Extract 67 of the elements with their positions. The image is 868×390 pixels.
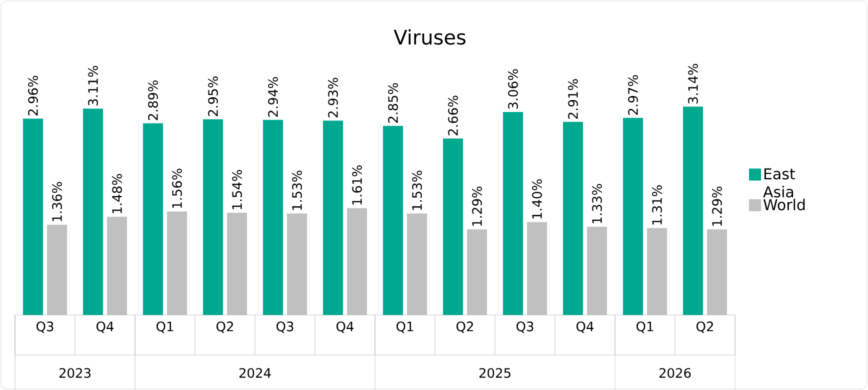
bar: [443, 138, 464, 315]
data-label: 1.53%: [292, 170, 302, 210]
text: 2025: [479, 368, 510, 378]
bar: [323, 120, 344, 315]
bar: [107, 216, 128, 315]
data-label: 3.06%: [508, 69, 518, 109]
legend-label: East Asia: [763, 168, 796, 198]
data-label: 2.89%: [148, 80, 158, 120]
bar: [23, 118, 44, 315]
data-label: 2.94%: [268, 77, 278, 117]
data-label: 1.29%: [472, 186, 482, 226]
bar: [623, 118, 643, 315]
text: 2023: [59, 368, 90, 378]
text: 2024: [239, 368, 271, 378]
chart-title: Viruses: [394, 29, 466, 45]
data-label: 2.93%: [328, 78, 338, 118]
data-label: 2.95%: [208, 76, 218, 116]
bar: [143, 123, 164, 315]
data-label: 1.61%: [352, 165, 362, 205]
data-label: 1.31%: [652, 185, 662, 224]
data-label: 3.11%: [88, 66, 98, 106]
x-tick-label: Q4: [336, 322, 354, 333]
data-label: 2.96%: [28, 76, 38, 116]
x-tick-label: Q1: [636, 322, 654, 333]
data-label: 1.36%: [52, 182, 62, 222]
data-label: 2.66%: [448, 96, 458, 136]
bar: [563, 122, 583, 315]
data-label: 1.53%: [412, 170, 422, 210]
data-label: 1.40%: [532, 179, 542, 218]
bar: [227, 212, 248, 315]
data-label: 2.91%: [568, 79, 578, 119]
bar: [83, 108, 104, 315]
data-label: 3.14%: [688, 64, 698, 104]
data-label: 2.85%: [388, 83, 398, 123]
bar: [47, 224, 68, 315]
data-label: 2.97%: [628, 75, 638, 115]
bar: [527, 222, 548, 315]
bar: [647, 228, 667, 315]
bar: [263, 120, 284, 315]
bar: [587, 226, 607, 315]
data-label: 1.29%: [712, 186, 722, 226]
bar: [203, 119, 224, 315]
data-label: 1.54%: [232, 170, 242, 210]
bar: [407, 213, 428, 315]
bar: [503, 112, 523, 315]
bar: [683, 106, 703, 315]
data-label: 1.48%: [112, 174, 122, 214]
x-tick-label: Q3: [36, 322, 54, 333]
data-label: 1.56%: [172, 168, 182, 208]
bar: [287, 213, 308, 315]
x-tick-label: Q2: [216, 322, 233, 333]
x-tick-label: Q3: [276, 322, 294, 333]
x-tick-label: Q2: [696, 322, 713, 333]
x-tick-label: Q2: [456, 322, 473, 333]
bar: [383, 126, 404, 315]
bar: [167, 211, 188, 315]
bar: [467, 229, 488, 315]
data-label: 1.33%: [592, 184, 602, 224]
x-tick-label: Q4: [96, 322, 114, 333]
bar: [347, 208, 368, 315]
x-tick-label: Q4: [576, 322, 594, 333]
x-tick-label: Q3: [516, 322, 534, 333]
legend-label: World: [764, 198, 805, 210]
text: 2026: [659, 368, 691, 378]
bar: [707, 229, 727, 315]
x-tick-label: Q1: [396, 322, 414, 333]
x-tick-label: Q1: [156, 322, 174, 333]
